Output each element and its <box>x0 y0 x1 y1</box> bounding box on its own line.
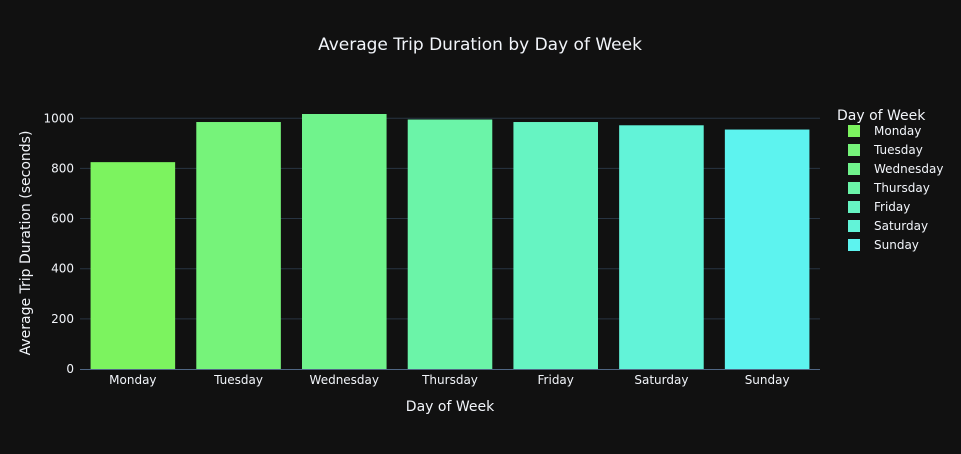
legend-swatch <box>848 201 860 213</box>
legend-item-sunday[interactable]: Sunday <box>848 238 919 252</box>
x-tick-label: Tuesday <box>213 373 263 387</box>
legend-label: Monday <box>874 124 921 138</box>
legend-item-friday[interactable]: Friday <box>848 200 910 214</box>
legend-label: Saturday <box>874 219 928 233</box>
legend[interactable]: Day of Week Monday Tuesday Wednesday Thursd… <box>837 108 943 252</box>
legend-items[interactable]: Monday Tuesday Wednesday Thursday Friday Satu… <box>848 124 943 252</box>
x-tick-label: Friday <box>538 373 574 387</box>
legend-label: Wednesday <box>874 162 943 176</box>
x-tick-label: Thursday <box>421 373 478 387</box>
y-tick-label: 200 <box>51 312 74 326</box>
axes: 0 200 400 600 800 1000 Monday Tuesday Wednesday T… <box>43 111 820 387</box>
legend-item-monday[interactable]: Monday <box>848 124 921 138</box>
legend-swatch <box>848 144 860 156</box>
legend-swatch <box>848 163 860 175</box>
x-axis-title: Day of Week <box>406 399 495 415</box>
legend-swatch <box>848 239 860 251</box>
legend-label: Friday <box>874 200 910 214</box>
bars <box>90 114 810 370</box>
legend-swatch <box>848 220 860 232</box>
bar-sunday[interactable] <box>724 129 810 369</box>
legend-label: Sunday <box>874 238 919 252</box>
y-tick-label: 800 <box>51 161 74 175</box>
x-tick-label: Saturday <box>634 373 688 387</box>
x-tick-label: Wednesday <box>310 373 379 387</box>
y-tick-label: 600 <box>51 212 74 226</box>
legend-label: Tuesday <box>873 143 923 157</box>
bar-friday[interactable] <box>513 122 598 370</box>
bar-thursday[interactable] <box>407 119 493 369</box>
bar-monday[interactable] <box>90 162 176 369</box>
legend-swatch <box>848 125 860 137</box>
y-tick-label: 400 <box>51 262 74 276</box>
legend-item-thursday[interactable]: Thursday <box>848 181 930 195</box>
legend-item-wednesday[interactable]: Wednesday <box>848 162 943 176</box>
x-tick-label: Sunday <box>745 373 790 387</box>
y-tick-label: 0 <box>66 362 74 376</box>
chart-title: Average Trip Duration by Day of Week <box>318 35 642 55</box>
legend-item-saturday[interactable]: Saturday <box>848 219 928 233</box>
bar-saturday[interactable] <box>619 125 704 369</box>
legend-label: Thursday <box>873 181 930 195</box>
legend-swatch <box>848 182 860 194</box>
y-axis-title: Average Trip Duration (seconds) <box>18 131 34 356</box>
y-tick-label: 1000 <box>43 111 74 125</box>
bar-wednesday[interactable] <box>302 114 387 369</box>
bar-tuesday[interactable] <box>196 122 281 370</box>
legend-item-tuesday[interactable]: Tuesday <box>848 143 923 157</box>
x-tick-label: Monday <box>109 373 156 387</box>
legend-title: Day of Week <box>837 108 926 124</box>
